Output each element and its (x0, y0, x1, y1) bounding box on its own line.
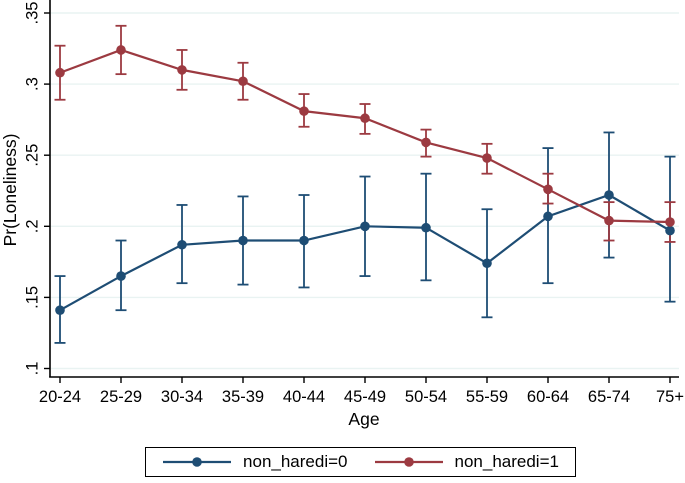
errorbars-non_haredi=0 (54, 131, 676, 344)
x-tick-label: 35-39 (222, 388, 264, 406)
data-point-marker (177, 239, 187, 250)
x-tick-label: 40-44 (283, 388, 325, 406)
data-point-marker (665, 225, 675, 236)
data-point-marker (55, 305, 65, 315)
y-tick-label: .15 (23, 286, 41, 309)
data-point-marker (299, 235, 309, 246)
x-tick-label: 45-49 (344, 388, 386, 406)
x-tick-label: 65-74 (588, 388, 630, 406)
x-tick-label: 25-29 (100, 388, 142, 406)
data-point-marker (177, 65, 187, 75)
legend-line-dot-swatch-red (374, 457, 443, 467)
series-non_haredi=1 (55, 45, 675, 227)
data-point-marker (665, 217, 675, 227)
legend-label: non_haredi=1 (454, 452, 559, 471)
y-tick-label: .35 (23, 2, 41, 25)
x-tick-label: 60-64 (527, 388, 569, 406)
legend: non_haredi=0 non_haredi=1 (145, 447, 576, 477)
y-tick-label: .1 (23, 362, 41, 376)
data-point-marker (238, 76, 248, 87)
data-point-marker (55, 67, 65, 78)
legend-entry-non-haredi-0: non_haredi=0 (162, 452, 348, 472)
legend-entry-non-haredi-1: non_haredi=1 (374, 452, 559, 472)
x-tick-label: 20-24 (39, 388, 81, 406)
y-axis-title: Pr(Loneliness) (0, 134, 20, 247)
plot-area: .1 .15 .2 .25 .3 .35 20-24 25-29 30-34 35-39 40-4… (0, 0, 684, 429)
x-tick-label: 55-59 (466, 388, 508, 406)
data-point-marker (482, 153, 492, 163)
errorbars-layer (54, 24, 676, 344)
series-layer (55, 45, 675, 315)
data-point-marker (421, 222, 431, 233)
data-point-marker (116, 271, 126, 281)
data-point-marker (604, 215, 614, 226)
y-tick-marks-and-labels: .1 .15 .2 .25 .3 .35 (23, 2, 50, 376)
x-tick-label: 30-34 (161, 388, 203, 406)
y-tick-label: .25 (23, 144, 41, 167)
data-point-marker (604, 190, 614, 200)
x-tick-label: 75+ (656, 388, 684, 406)
data-point-marker (421, 137, 431, 148)
x-tick-label: 50-54 (405, 388, 447, 406)
data-point-marker (543, 184, 553, 195)
x-axis-title: Age (348, 409, 379, 429)
data-point-marker (360, 221, 370, 232)
series-non_haredi=0 (55, 190, 675, 315)
data-point-marker (360, 113, 370, 124)
data-point-marker (299, 106, 309, 116)
legend-label: non_haredi=0 (243, 452, 348, 471)
y-tick-label: .3 (23, 77, 41, 91)
data-point-marker (482, 258, 492, 269)
legend-line-dot-swatch-blue (163, 457, 232, 467)
data-point-marker (116, 45, 126, 55)
y-tick-label: .2 (23, 219, 41, 233)
x-tick-marks-and-labels: 20-24 25-29 30-34 35-39 40-44 45-49 50-54 55-59… (39, 377, 684, 406)
data-point-marker (238, 235, 248, 246)
data-point-marker (543, 211, 553, 222)
